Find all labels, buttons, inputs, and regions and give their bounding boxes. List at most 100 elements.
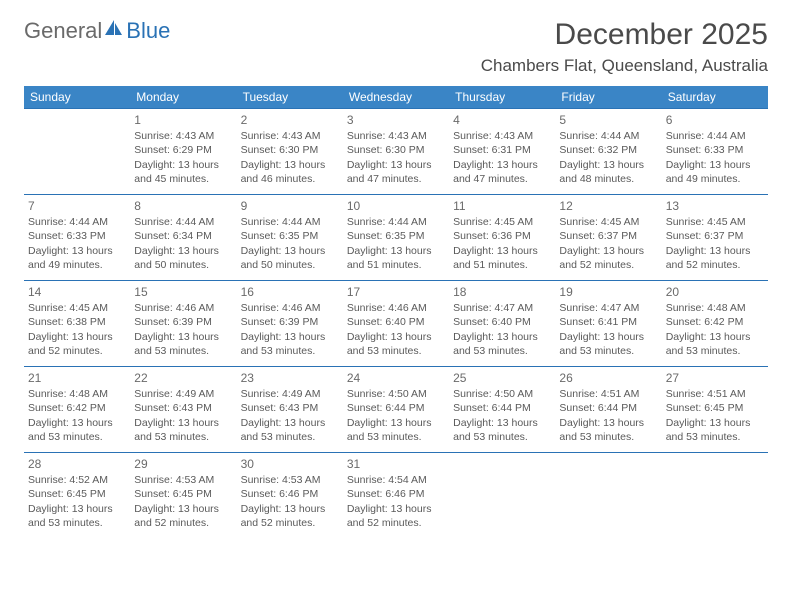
daylight-line: Daylight: 13 hours and 52 minutes.	[28, 330, 126, 358]
sunrise-line: Sunrise: 4:48 AM	[28, 387, 126, 401]
sunrise-line: Sunrise: 4:45 AM	[28, 301, 126, 315]
daylight-line: Daylight: 13 hours and 52 minutes.	[134, 502, 232, 530]
day-number: 28	[28, 456, 126, 472]
calendar-cell: 9Sunrise: 4:44 AMSunset: 6:35 PMDaylight…	[237, 195, 343, 281]
calendar-cell: 7Sunrise: 4:44 AMSunset: 6:33 PMDaylight…	[24, 195, 130, 281]
calendar-cell: 17Sunrise: 4:46 AMSunset: 6:40 PMDayligh…	[343, 281, 449, 367]
day-number: 12	[559, 198, 657, 214]
calendar-cell: 2Sunrise: 4:43 AMSunset: 6:30 PMDaylight…	[237, 109, 343, 195]
sunrise-line: Sunrise: 4:44 AM	[241, 215, 339, 229]
sunrise-line: Sunrise: 4:43 AM	[134, 129, 232, 143]
daylight-line: Daylight: 13 hours and 50 minutes.	[134, 244, 232, 272]
calendar-row: 21Sunrise: 4:48 AMSunset: 6:42 PMDayligh…	[24, 367, 768, 453]
sunrise-line: Sunrise: 4:46 AM	[347, 301, 445, 315]
sunset-line: Sunset: 6:45 PM	[134, 487, 232, 501]
day-number: 23	[241, 370, 339, 386]
calendar-cell: 5Sunrise: 4:44 AMSunset: 6:32 PMDaylight…	[555, 109, 661, 195]
sunset-line: Sunset: 6:29 PM	[134, 143, 232, 157]
day-number: 1	[134, 112, 232, 128]
sunrise-line: Sunrise: 4:43 AM	[347, 129, 445, 143]
daylight-line: Daylight: 13 hours and 52 minutes.	[347, 502, 445, 530]
daylight-line: Daylight: 13 hours and 53 minutes.	[28, 416, 126, 444]
day-number: 29	[134, 456, 232, 472]
weekday-header-row: SundayMondayTuesdayWednesdayThursdayFrid…	[24, 86, 768, 109]
calendar-cell: 23Sunrise: 4:49 AMSunset: 6:43 PMDayligh…	[237, 367, 343, 453]
calendar-cell: 3Sunrise: 4:43 AMSunset: 6:30 PMDaylight…	[343, 109, 449, 195]
day-number: 20	[666, 284, 764, 300]
sunrise-line: Sunrise: 4:46 AM	[241, 301, 339, 315]
daylight-line: Daylight: 13 hours and 45 minutes.	[134, 158, 232, 186]
sunset-line: Sunset: 6:44 PM	[453, 401, 551, 415]
daylight-line: Daylight: 13 hours and 50 minutes.	[241, 244, 339, 272]
day-number: 22	[134, 370, 232, 386]
day-number: 27	[666, 370, 764, 386]
calendar-cell: 24Sunrise: 4:50 AMSunset: 6:44 PMDayligh…	[343, 367, 449, 453]
title-block: December 2025 Chambers Flat, Queensland,…	[481, 18, 768, 76]
calendar-cell: 27Sunrise: 4:51 AMSunset: 6:45 PMDayligh…	[662, 367, 768, 453]
calendar-cell: 1Sunrise: 4:43 AMSunset: 6:29 PMDaylight…	[130, 109, 236, 195]
daylight-line: Daylight: 13 hours and 53 minutes.	[347, 416, 445, 444]
sunrise-line: Sunrise: 4:53 AM	[134, 473, 232, 487]
sunset-line: Sunset: 6:39 PM	[241, 315, 339, 329]
day-number: 11	[453, 198, 551, 214]
daylight-line: Daylight: 13 hours and 46 minutes.	[241, 158, 339, 186]
day-number: 25	[453, 370, 551, 386]
sunset-line: Sunset: 6:44 PM	[347, 401, 445, 415]
sunset-line: Sunset: 6:31 PM	[453, 143, 551, 157]
sunset-line: Sunset: 6:39 PM	[134, 315, 232, 329]
daylight-line: Daylight: 13 hours and 52 minutes.	[241, 502, 339, 530]
daylight-line: Daylight: 13 hours and 53 minutes.	[28, 502, 126, 530]
calendar-table: SundayMondayTuesdayWednesdayThursdayFrid…	[24, 86, 768, 539]
sunrise-line: Sunrise: 4:54 AM	[347, 473, 445, 487]
weekday-header: Thursday	[449, 86, 555, 109]
sunrise-line: Sunrise: 4:45 AM	[453, 215, 551, 229]
day-number: 16	[241, 284, 339, 300]
sunrise-line: Sunrise: 4:50 AM	[347, 387, 445, 401]
sunrise-line: Sunrise: 4:48 AM	[666, 301, 764, 315]
weekday-header: Saturday	[662, 86, 768, 109]
sunset-line: Sunset: 6:35 PM	[347, 229, 445, 243]
day-number: 5	[559, 112, 657, 128]
day-number: 26	[559, 370, 657, 386]
sunrise-line: Sunrise: 4:49 AM	[241, 387, 339, 401]
calendar-row: 7Sunrise: 4:44 AMSunset: 6:33 PMDaylight…	[24, 195, 768, 281]
sunset-line: Sunset: 6:43 PM	[134, 401, 232, 415]
daylight-line: Daylight: 13 hours and 53 minutes.	[453, 416, 551, 444]
sunset-line: Sunset: 6:37 PM	[559, 229, 657, 243]
calendar-cell: 6Sunrise: 4:44 AMSunset: 6:33 PMDaylight…	[662, 109, 768, 195]
day-number: 13	[666, 198, 764, 214]
calendar-cell: 13Sunrise: 4:45 AMSunset: 6:37 PMDayligh…	[662, 195, 768, 281]
day-number: 7	[28, 198, 126, 214]
calendar-cell: 18Sunrise: 4:47 AMSunset: 6:40 PMDayligh…	[449, 281, 555, 367]
calendar-cell	[662, 453, 768, 539]
sunrise-line: Sunrise: 4:47 AM	[559, 301, 657, 315]
calendar-cell: 4Sunrise: 4:43 AMSunset: 6:31 PMDaylight…	[449, 109, 555, 195]
sunrise-line: Sunrise: 4:44 AM	[347, 215, 445, 229]
sunrise-line: Sunrise: 4:52 AM	[28, 473, 126, 487]
day-number: 24	[347, 370, 445, 386]
calendar-cell: 16Sunrise: 4:46 AMSunset: 6:39 PMDayligh…	[237, 281, 343, 367]
sunset-line: Sunset: 6:42 PM	[666, 315, 764, 329]
daylight-line: Daylight: 13 hours and 53 minutes.	[347, 330, 445, 358]
daylight-line: Daylight: 13 hours and 52 minutes.	[666, 244, 764, 272]
brand-sail-icon	[105, 20, 123, 41]
daylight-line: Daylight: 13 hours and 53 minutes.	[241, 330, 339, 358]
day-number: 8	[134, 198, 232, 214]
sunrise-line: Sunrise: 4:51 AM	[666, 387, 764, 401]
daylight-line: Daylight: 13 hours and 53 minutes.	[559, 416, 657, 444]
calendar-row: 1Sunrise: 4:43 AMSunset: 6:29 PMDaylight…	[24, 109, 768, 195]
sunset-line: Sunset: 6:44 PM	[559, 401, 657, 415]
weekday-header: Friday	[555, 86, 661, 109]
calendar-cell: 21Sunrise: 4:48 AMSunset: 6:42 PMDayligh…	[24, 367, 130, 453]
sunset-line: Sunset: 6:46 PM	[347, 487, 445, 501]
day-number: 31	[347, 456, 445, 472]
sunset-line: Sunset: 6:40 PM	[453, 315, 551, 329]
sunrise-line: Sunrise: 4:45 AM	[559, 215, 657, 229]
sunrise-line: Sunrise: 4:43 AM	[453, 129, 551, 143]
calendar-cell	[555, 453, 661, 539]
header: General Blue December 2025 Chambers Flat…	[24, 18, 768, 76]
daylight-line: Daylight: 13 hours and 53 minutes.	[559, 330, 657, 358]
daylight-line: Daylight: 13 hours and 53 minutes.	[453, 330, 551, 358]
daylight-line: Daylight: 13 hours and 53 minutes.	[134, 416, 232, 444]
calendar-cell: 30Sunrise: 4:53 AMSunset: 6:46 PMDayligh…	[237, 453, 343, 539]
